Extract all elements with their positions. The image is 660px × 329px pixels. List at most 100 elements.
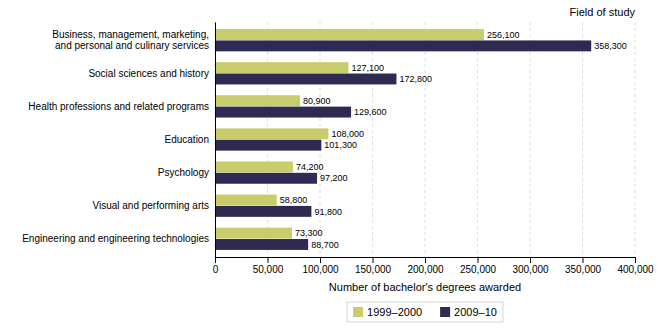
tick: Business, management, marketing,and pers… bbox=[52, 29, 215, 51]
category-label: Education bbox=[165, 134, 209, 145]
tick: Education bbox=[165, 134, 215, 145]
grid-line bbox=[372, 22, 373, 257]
tick-label: 150,000 bbox=[355, 264, 392, 275]
tick-mark bbox=[268, 257, 269, 263]
bar bbox=[215, 62, 348, 73]
category-label: Psychology bbox=[158, 167, 209, 178]
category-label-line: Engineering and engineering technologies bbox=[22, 233, 209, 244]
tick-label: 250,000 bbox=[460, 264, 497, 275]
tick: Health professions and related programs bbox=[28, 101, 215, 112]
data-label: 58,800 bbox=[280, 195, 308, 205]
tick-label: 0 bbox=[213, 264, 219, 275]
series-bars bbox=[215, 29, 484, 238]
data-label: 74,200 bbox=[296, 162, 324, 172]
tick: 100,000 bbox=[302, 257, 339, 275]
grid-line bbox=[530, 22, 531, 257]
tick-mark bbox=[583, 257, 584, 263]
category-label-line: Business, management, marketing, bbox=[52, 29, 209, 40]
bars bbox=[215, 29, 591, 250]
annotation: Field of study bbox=[570, 6, 636, 18]
tick-mark bbox=[320, 257, 321, 263]
bar bbox=[215, 161, 293, 172]
grid-line bbox=[635, 22, 636, 257]
category-label: Health professions and related programs bbox=[28, 101, 209, 112]
legend-items: 1999–2000 2009–10 bbox=[353, 306, 497, 318]
data-label: 97,200 bbox=[320, 173, 348, 183]
bar bbox=[215, 29, 484, 40]
tick-mark bbox=[635, 257, 636, 263]
bar bbox=[215, 228, 292, 239]
grid-line bbox=[477, 22, 478, 257]
legend-swatch bbox=[440, 307, 450, 317]
legend-label: 2009–10 bbox=[454, 306, 497, 318]
tick-label: 400,000 bbox=[617, 264, 654, 275]
category-label: Engineering and engineering technologies bbox=[22, 233, 209, 244]
data-label: 129,600 bbox=[354, 107, 387, 117]
legend-swatch bbox=[353, 307, 363, 317]
tick: 0 bbox=[213, 257, 219, 275]
legend-item: 2009–10 bbox=[440, 306, 497, 318]
data-label: 172,800 bbox=[399, 74, 432, 84]
category-label: Visual and performing arts bbox=[92, 200, 209, 211]
y-axis: Engineering and engineering technologies… bbox=[22, 23, 215, 258]
legend-item: 1999–2000 bbox=[353, 306, 422, 318]
grid-line bbox=[582, 22, 583, 257]
tick: 350,000 bbox=[565, 257, 602, 275]
data-label: 127,100 bbox=[351, 63, 384, 73]
tick: 200,000 bbox=[407, 257, 444, 275]
category-label-line: Health professions and related programs bbox=[28, 101, 209, 112]
grid-line bbox=[267, 22, 268, 257]
legend: 1999–2000 2009–10 bbox=[347, 302, 503, 322]
category-label-line: Visual and performing arts bbox=[92, 200, 209, 211]
bar bbox=[215, 206, 311, 217]
tick: Visual and performing arts bbox=[92, 200, 215, 211]
legend-frame bbox=[347, 302, 503, 322]
grid-line bbox=[425, 22, 426, 257]
data-label: 80,900 bbox=[303, 96, 331, 106]
tick-label: 350,000 bbox=[565, 264, 602, 275]
axis-line bbox=[215, 23, 216, 258]
series-bars bbox=[215, 40, 591, 249]
tick-mark bbox=[373, 257, 374, 263]
tick-label: 100,000 bbox=[302, 264, 339, 275]
tick-mark bbox=[478, 257, 479, 263]
category-label-line: Social sciences and history bbox=[88, 68, 209, 79]
tick-mark bbox=[215, 257, 216, 263]
tick: 400,000 bbox=[617, 257, 654, 275]
tick: 300,000 bbox=[512, 257, 549, 275]
bar bbox=[215, 107, 351, 118]
axis-line bbox=[216, 258, 636, 264]
data-label: 108,000 bbox=[331, 129, 364, 139]
tick-label: 200,000 bbox=[407, 264, 444, 275]
grid-line bbox=[215, 22, 216, 257]
tick-label: 50,000 bbox=[253, 264, 284, 275]
grid bbox=[215, 22, 635, 257]
category-label-line: Psychology bbox=[158, 167, 209, 178]
bar bbox=[215, 128, 328, 139]
data-label: 88,700 bbox=[311, 240, 339, 250]
data-label: 256,100 bbox=[487, 30, 520, 40]
category-label-line: Education bbox=[165, 134, 209, 145]
tick-label: 300,000 bbox=[512, 264, 549, 275]
chart: 73,300 58,800 74,200 108,000 80,900 127,100 25… bbox=[0, 0, 660, 329]
plot: 73,300 58,800 74,200 108,000 80,900 127,100 25… bbox=[22, 6, 654, 293]
category-label: Business, management, marketing,and pers… bbox=[52, 29, 209, 51]
bar bbox=[215, 195, 277, 206]
bar bbox=[215, 95, 300, 106]
grid-line bbox=[320, 22, 321, 257]
bar bbox=[215, 140, 321, 151]
legend-label: 1999–2000 bbox=[367, 306, 422, 318]
x-axis: 0 50,000 100,000 150,000 200,000 250,000 300,0… bbox=[213, 257, 654, 275]
tick: 250,000 bbox=[460, 257, 497, 275]
bar bbox=[215, 40, 591, 51]
tick-mark bbox=[530, 257, 531, 263]
data-label: 358,300 bbox=[594, 41, 627, 51]
data-label: 101,300 bbox=[324, 140, 357, 150]
data-label: 73,300 bbox=[295, 228, 323, 238]
tick: Psychology bbox=[158, 167, 215, 178]
bar bbox=[215, 74, 396, 85]
tick: 150,000 bbox=[355, 257, 392, 275]
data-labels: 73,300 58,800 74,200 108,000 80,900 127,100 25… bbox=[280, 30, 627, 250]
data-label: 91,800 bbox=[314, 207, 342, 217]
tick: Social sciences and history bbox=[88, 68, 215, 79]
